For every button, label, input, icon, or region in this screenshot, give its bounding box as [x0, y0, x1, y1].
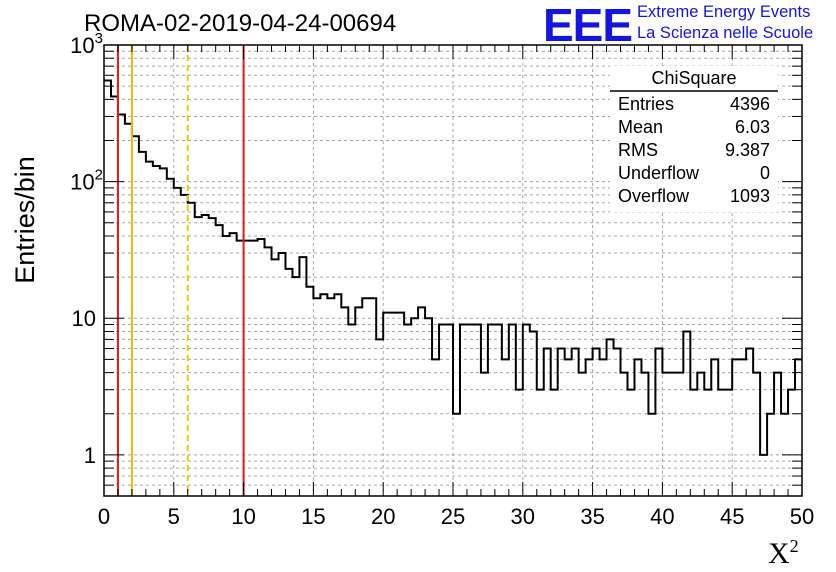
stats-row-value: 1093: [730, 186, 770, 206]
x-tick-label: 30: [511, 504, 535, 529]
x-tick-label: 20: [371, 504, 395, 529]
logo-line1: Extreme Energy Events: [637, 3, 811, 21]
stats-row-value: 6.03: [735, 117, 770, 137]
logo-line2: La Scienza nelle Scuole: [637, 24, 814, 42]
stats-box-title: ChiSquare: [651, 68, 736, 88]
x-tick-label: 25: [441, 504, 465, 529]
x-tick-label: 10: [231, 504, 255, 529]
stats-row-value: 9.387: [725, 140, 770, 160]
x-tick-label: 0: [98, 504, 110, 529]
x-axis-label: X2: [768, 536, 799, 570]
stats-box: ChiSquare Entries 4396 Mean 6.03 RMS 9.387 Unde…: [610, 66, 778, 212]
stats-row-label: Underflow: [618, 163, 700, 183]
x-tick-label: 5: [168, 504, 180, 529]
x-tick-label: 45: [720, 504, 744, 529]
stats-row-value: 4396: [730, 94, 770, 114]
stats-row-label: Mean: [618, 117, 663, 137]
chart-title: ROMA-02-2019-04-24-00694: [84, 10, 397, 37]
stats-row-value: 0: [760, 163, 770, 183]
eee-logo: EEE: [543, 0, 633, 51]
y-tick-label: 10: [72, 306, 96, 331]
x-tick-label: 35: [580, 504, 604, 529]
x-tick-label: 50: [790, 504, 814, 529]
y-axis-label: Entries/bin: [10, 156, 40, 284]
stats-row-label: Entries: [618, 94, 674, 114]
x-tick-label: 40: [650, 504, 674, 529]
histogram-series: [104, 79, 802, 456]
y-tick-label: 103: [70, 30, 103, 58]
y-tick-label: 1: [84, 443, 96, 468]
stats-row-label: RMS: [618, 140, 658, 160]
stats-row-label: Overflow: [618, 186, 690, 206]
x-tick-label: 15: [301, 504, 325, 529]
y-tick-label: 102: [70, 167, 103, 195]
